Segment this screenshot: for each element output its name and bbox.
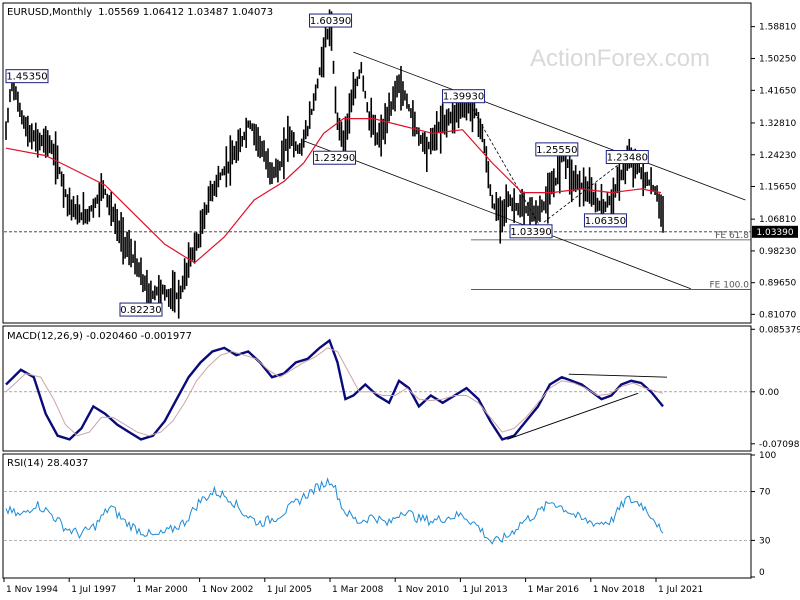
macd-trendline — [507, 392, 639, 440]
x-axis: 1 Nov 1994 1 Jul 1997 1 Mar 2000 1 Nov 2002… — [3, 578, 703, 595]
current-price-label: 1.03390 — [756, 228, 793, 238]
x-axis-tick-label: 1 Jul 2005 — [267, 585, 312, 595]
dashed-trend-line — [543, 158, 626, 223]
price-label: 1.25550 — [536, 145, 577, 156]
price-label-box — [509, 224, 553, 239]
price-label-box — [119, 302, 163, 317]
x-axis-tick-label: 1 Jul 2021 — [658, 585, 703, 595]
price-y-tick-label: 1.50250 — [759, 55, 796, 65]
macd-signal-line — [5, 347, 664, 437]
x-axis-tick-label: 1 Mar 2016 — [528, 585, 580, 595]
x-axis-tick-label: 1 Jul 1997 — [71, 585, 116, 595]
symbol-label: EURUSD,Monthly — [7, 7, 92, 18]
price-label-box — [605, 150, 649, 165]
rsi-panel-frame — [2, 453, 752, 579]
macd-panel: 0.085379 0.00 -0.070989 — [4, 325, 800, 450]
price-label: 1.23480 — [607, 153, 648, 164]
rsi-y-tick-label: 0 — [759, 568, 765, 578]
macd-y-tick-label: 0.085379 — [759, 325, 800, 335]
x-axis-tick-label: 1 Mar 2008 — [332, 585, 384, 595]
macd-y-tick-label: 0.00 — [759, 388, 779, 398]
price-label: 1.39930 — [443, 92, 484, 103]
rsi-y-tick-label: 100 — [759, 451, 776, 461]
rsi-panel: 100 70 30 0 — [4, 451, 776, 578]
price-y-tick-label: 1.32810 — [759, 119, 796, 129]
price-label: 1.23290 — [314, 153, 355, 164]
rsi-y-tick-label: 70 — [759, 488, 771, 498]
macd-line — [5, 338, 664, 441]
price-label: 1.03390 — [510, 227, 551, 238]
price-y-tick-label: 1.24230 — [759, 151, 796, 161]
price-label: 1.60390 — [310, 16, 351, 27]
price-label-box — [535, 142, 579, 157]
watermark-text: ActionForex.com — [530, 45, 710, 72]
ohlc-values: 1.05569 1.06412 1.03487 1.04073 — [98, 7, 273, 18]
price-y-tick-label: 0.81070 — [759, 310, 796, 320]
price-y-tick-label: 0.98230 — [759, 247, 796, 257]
price-label-box — [583, 213, 627, 228]
x-axis-tick-label: 1 Nov 2018 — [593, 585, 645, 595]
channel-line — [353, 51, 746, 201]
rsi-y-tick-label: 30 — [759, 536, 771, 546]
macd-title: MACD(12,26,9) -0.020460 -0.001977 — [7, 331, 192, 342]
macd-trendline — [568, 373, 667, 378]
price-label: 0.82230 — [120, 305, 161, 316]
rsi-title: RSI(14) 28.4037 — [7, 458, 88, 469]
x-axis-tick-label: 1 Jul 2013 — [462, 585, 507, 595]
channel-line — [303, 140, 691, 290]
price-y-tick-label: 0.89650 — [759, 279, 796, 289]
price-panel: 1.58810 1.50250 1.41650 1.32810 1.24230 1.156… — [4, 9, 798, 320]
x-axis-tick-label: 1 Nov 2010 — [397, 585, 449, 595]
price-label-box — [442, 89, 486, 104]
price-y-tick-label: 1.58810 — [759, 23, 796, 33]
price-label-box — [313, 150, 357, 165]
moving-average-line — [5, 118, 662, 264]
price-panel-frame — [2, 2, 752, 324]
fib-level-label: FE 61.8 — [715, 231, 749, 241]
price-label-box — [5, 69, 49, 84]
x-axis-tick-label: 1 Mar 2000 — [136, 585, 188, 595]
x-axis-tick-label: 1 Nov 2002 — [202, 585, 254, 595]
price-panel-title: EURUSD,Monthly 1.05569 1.06412 1.03487 1.… — [7, 7, 273, 18]
current-price-badge — [752, 225, 798, 238]
price-y-tick-label: 1.06810 — [759, 215, 796, 225]
macd-panel-frame — [2, 325, 752, 452]
macd-y-tick-label: -0.070989 — [759, 440, 800, 450]
price-y-tick-label: 1.41650 — [759, 86, 796, 96]
price-label: 1.45350 — [6, 72, 47, 83]
price-label-box — [309, 13, 353, 28]
fib-level-label: FE 100.0 — [710, 280, 750, 290]
price-label: 1.06350 — [585, 216, 626, 227]
price-y-tick-label: 1.15650 — [759, 182, 796, 192]
x-axis-tick-label: 1 Nov 1994 — [6, 585, 58, 595]
rsi-line — [5, 477, 664, 545]
